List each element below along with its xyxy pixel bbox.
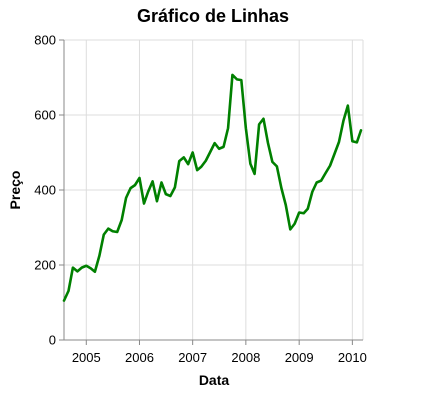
y-axis-title: Preço [7, 171, 23, 210]
x-tick-label: 2005 [72, 350, 101, 365]
axes: 0 200 400 600 800 2005 2006 2007 2008 2009 2010 [34, 33, 367, 366]
x-tick-label: 2006 [125, 350, 154, 365]
x-tick-label: 2010 [338, 350, 367, 365]
x-axis-title: Data [199, 372, 230, 388]
series-layer [62, 73, 363, 302]
x-tick-label: 2008 [231, 350, 260, 365]
y-tick-label: 800 [34, 33, 56, 48]
y-tick-label: 200 [34, 258, 56, 273]
chart-title: Gráfico de Linhas [137, 6, 289, 26]
x-tick-label: 2009 [285, 350, 314, 365]
series-line [62, 73, 363, 302]
y-tick-label: 400 [34, 183, 56, 198]
y-tick-label: 600 [34, 108, 56, 123]
grid [64, 39, 364, 341]
x-tick-label: 2007 [178, 350, 207, 365]
y-tick-label: 0 [49, 333, 56, 348]
